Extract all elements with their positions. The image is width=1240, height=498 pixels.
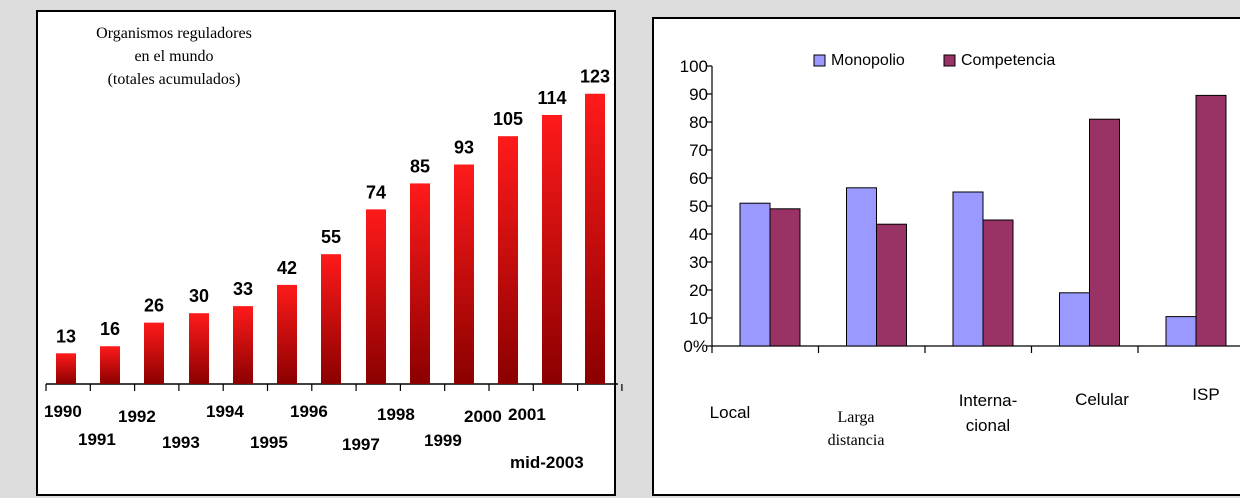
data-label: 85 (410, 156, 430, 176)
data-label: 16 (100, 319, 120, 339)
x-tick-label: 1997 (342, 435, 380, 454)
bar (233, 306, 253, 384)
chart-title-line: (totales acumulados) (108, 71, 241, 88)
data-label: 42 (277, 258, 297, 278)
x-category-label: Larga (837, 409, 874, 426)
x-tick-label: 1990 (44, 402, 82, 421)
y-tick-label: 20 (689, 281, 708, 300)
legend-label: Monopolio (831, 52, 905, 69)
regulators-chart-panel: Organismos reguladores en el mundo (totale… (36, 10, 623, 496)
y-tick-label: 40 (689, 225, 708, 244)
bar-monopolio (739, 202, 771, 347)
bar (454, 164, 474, 384)
x-tick-label: 1992 (118, 407, 156, 426)
y-tick-label: 90 (689, 85, 708, 104)
y-tick-label: 100 (680, 57, 708, 76)
bar (410, 183, 430, 384)
bar (321, 254, 341, 384)
bar (498, 136, 518, 384)
x-category-label: Celular (1075, 390, 1129, 409)
x-tick-label: 2000 (464, 407, 502, 426)
bar-monopolio (952, 191, 984, 347)
bar-monopolio (1165, 316, 1197, 347)
x-tick-label: 1999 (424, 431, 462, 450)
data-label: 30 (189, 286, 209, 306)
x-tick-label: 1994 (206, 402, 244, 421)
data-label: 13 (56, 326, 76, 346)
market-structure-chart-panel: Monopolio Competencia 0% 10 20 30 40 50 60 70 80 90… (652, 17, 1240, 496)
bar (542, 114, 562, 385)
x-tick-label: 1998 (377, 405, 415, 424)
x-tick-label: mid-2003 (510, 453, 584, 472)
regulators-bar-chart: Organismos reguladores en el mundo (totale… (44, 25, 623, 472)
bar-competencia (769, 208, 801, 347)
data-label: 26 (144, 296, 164, 316)
bar (56, 353, 76, 384)
x-tick-label: 1995 (250, 433, 288, 452)
data-label: 123 (580, 67, 610, 87)
x-category-label: cional (966, 416, 1010, 435)
bar (366, 209, 386, 384)
data-label: 55 (321, 227, 341, 247)
data-label: 74 (366, 182, 386, 202)
legend-swatch (813, 54, 826, 67)
bar (277, 284, 297, 384)
bar (189, 313, 209, 384)
bar (144, 322, 164, 384)
y-tick-label: 60 (689, 169, 708, 188)
bar-competencia (982, 219, 1014, 347)
bar-competencia (876, 223, 907, 347)
x-category-label: ISP (1192, 385, 1219, 404)
bar-monopolio (1059, 292, 1090, 347)
data-label: 33 (233, 279, 253, 299)
bar-competencia (1089, 118, 1120, 347)
market-structure-bar-chart: Monopolio Competencia 0% 10 20 30 40 50 60 70 80 90… (680, 52, 1240, 449)
legend: Monopolio Competencia (813, 52, 1055, 69)
y-tick-label: 80 (689, 113, 708, 132)
y-tick-label: 30 (689, 253, 708, 272)
bar-monopolio (846, 187, 877, 347)
x-tick-label: 1996 (290, 402, 328, 421)
chart-title-line: en el mundo (134, 48, 213, 65)
bar (585, 93, 605, 384)
data-label: 93 (454, 138, 474, 158)
bar-competencia (1195, 94, 1227, 347)
y-tick-label: 70 (689, 141, 708, 160)
legend-swatch (943, 54, 956, 67)
x-tick-label: 1991 (78, 430, 116, 449)
x-category-label: distancia (828, 432, 885, 449)
data-label: 105 (493, 109, 523, 129)
bar (100, 346, 120, 384)
y-tick-label: 10 (689, 309, 708, 328)
data-label: 114 (537, 88, 566, 108)
legend-label: Competencia (961, 52, 1055, 69)
y-tick-label: 50 (689, 197, 708, 216)
x-category-label: Interna- (959, 391, 1018, 410)
y-tick-label: 0% (683, 337, 708, 356)
x-tick-label: 1993 (162, 433, 200, 452)
x-tick-label: 2001 (508, 405, 546, 424)
chart-title-line: Organismos reguladores (96, 25, 252, 42)
x-category-label: Local (710, 403, 751, 422)
